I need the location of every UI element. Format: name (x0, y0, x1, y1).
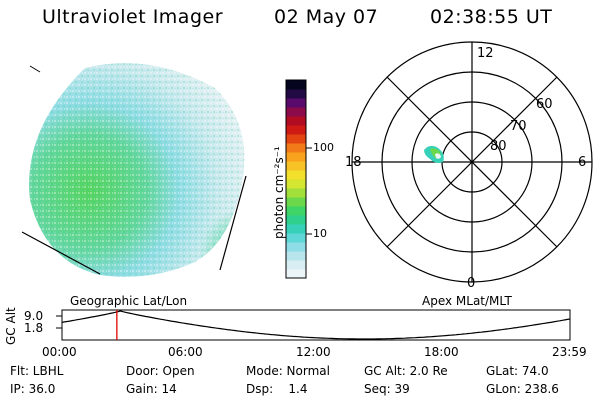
colorbar-cell (286, 89, 306, 99)
colorbar-cell (286, 233, 306, 243)
colorbar-cell (286, 215, 306, 225)
mlt-label-0: 0 (467, 276, 476, 291)
orbit-xtick-0000: 00:00 (42, 345, 77, 359)
orbit-right-label: Apex MLat/MLT (422, 294, 512, 308)
info-mode: Mode: Normal (246, 364, 330, 378)
colorbar-cell (286, 179, 306, 189)
info-dsp: Dsp: 1.4 (246, 382, 308, 396)
observation-time: 02:38:55 UT (430, 6, 553, 28)
orbit-xtick-2359: 23:59 (552, 345, 587, 359)
colorbar-cell (286, 143, 306, 153)
info-seq: Seq: 39 (364, 382, 410, 396)
orbit-xtick-0600: 06:00 (168, 345, 203, 359)
observation-date: 02 May 07 (274, 6, 379, 28)
colorbar-cell (286, 80, 306, 90)
lat-label-70: 70 (510, 119, 527, 134)
info-glon: GLon: 238.6 (486, 382, 559, 396)
orbit-plot-frame (61, 309, 571, 341)
colorbar-cell (286, 134, 306, 144)
info-door: Door: Open (126, 364, 195, 378)
colorbar-cell (286, 224, 306, 234)
mlt-label-18: 18 (345, 155, 362, 170)
mlt-label-6: 6 (578, 155, 587, 170)
polar-grid (351, 41, 593, 283)
info-filter: Flt: LBHL (10, 364, 64, 378)
lat-label-80: 80 (490, 139, 507, 154)
colorbar-cell (286, 107, 306, 117)
info-ip: IP: 36.0 (10, 382, 56, 396)
colorbar-cell (286, 260, 306, 270)
mlt-line-diag-2 (386, 76, 558, 248)
colorbar-cell (286, 125, 306, 135)
polar-aurora-patch (424, 145, 444, 163)
orbit-ytick-label-1-8: 1.8 (24, 321, 44, 335)
colorbar-cell (286, 197, 306, 207)
orbit-altitude-track (61, 310, 571, 340)
colorbar (285, 79, 312, 279)
colorbar-cell (286, 188, 306, 198)
info-gain: Gain: 14 (126, 382, 177, 396)
colorbar-cell (286, 206, 306, 216)
colorbar-cells (286, 80, 306, 279)
colorbar-cell (286, 242, 306, 252)
instrument-title: Ultraviolet Imager (42, 6, 224, 28)
mlt-label-12: 12 (477, 46, 494, 61)
colorbar-cell (286, 161, 306, 171)
orbit-axis-title: GC Alt (4, 307, 18, 345)
colorbar-cell (286, 116, 306, 126)
colorbar-cell (286, 251, 306, 261)
colorbar-cell (286, 170, 306, 180)
colorbar-cell (286, 98, 306, 108)
colorbar-tick-label-10: 10 (313, 227, 327, 240)
colorbar-unit-label: photon cm⁻²s⁻¹ (272, 146, 286, 239)
colorbar-cell (286, 152, 306, 162)
info-gc-alt: GC Alt: 2.0 Re (364, 364, 448, 378)
orbit-ytick-label-9: 9.0 (24, 309, 44, 323)
orbit-xtick-1800: 18:00 (424, 345, 459, 359)
uv-earth-image (21, 63, 247, 277)
orbit-plot (56, 309, 571, 341)
colorbar-tick-label-100: 100 (313, 141, 334, 154)
orbit-xtick-1200: 12:00 (296, 345, 331, 359)
colorbar-cell (286, 269, 306, 279)
lat-label-60: 60 (536, 97, 553, 112)
info-glat: GLat: 74.0 (486, 364, 549, 378)
orbit-left-label: Geographic Lat/Lon (70, 294, 188, 308)
